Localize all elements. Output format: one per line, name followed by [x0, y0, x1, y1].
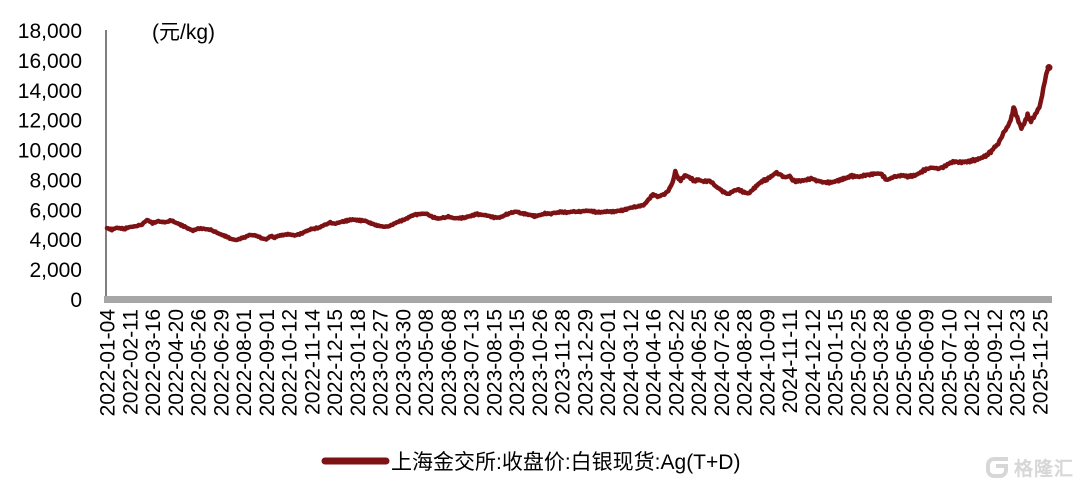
- x-tick-label: 2023-10-26: [529, 309, 552, 416]
- price-line-series: [104, 64, 1053, 243]
- y-tick-label: 18,000: [18, 20, 82, 43]
- x-tick-label: 2025-03-28: [870, 309, 893, 416]
- y-tick-label: 14,000: [18, 80, 82, 103]
- y-tick-label: 6,000: [29, 199, 82, 222]
- x-tick-label: 2022-09-01: [256, 309, 279, 416]
- x-tick-label: 2025-02-25: [847, 309, 870, 416]
- x-tick-label: 2022-11-14: [301, 309, 324, 415]
- x-tick-label: 2023-01-18: [347, 309, 370, 416]
- y-axis-labels: 0 2,000 4,000 6,000 8,000 10,000 12,000 14,000 1…: [18, 20, 82, 312]
- x-tick-label: 2022-06-29: [210, 309, 233, 416]
- x-tick-label: 2023-05-08: [415, 309, 438, 416]
- x-tick-label: 2022-10-12: [279, 309, 302, 416]
- x-tick-label: 2023-09-15: [506, 309, 529, 416]
- y-tick-label: 4,000: [29, 229, 82, 252]
- y-tick-label: 12,000: [18, 110, 82, 133]
- x-tick-label: 2022-02-11: [119, 309, 142, 415]
- x-tick-label: 2023-07-13: [461, 309, 484, 416]
- x-tick-label: 2025-06-09: [916, 309, 939, 416]
- x-tick-label: 2024-08-28: [734, 309, 757, 416]
- x-tick-label: 2024-07-26: [711, 309, 734, 416]
- x-tick-label: 2023-06-08: [438, 309, 461, 416]
- legend-label: 上海金交所:收盘价:白银现货:Ag(T+D): [391, 451, 740, 474]
- x-tick-label: 2022-05-26: [188, 309, 211, 416]
- x-tick-label: 2022-01-04: [97, 309, 120, 417]
- y-tick-label: 0: [70, 289, 82, 312]
- x-tick-label: 2024-03-12: [620, 309, 643, 416]
- series-end-dot: [1045, 64, 1053, 72]
- y-tick-label: 8,000: [29, 169, 82, 192]
- x-tick-label: 2024-02-01: [597, 309, 620, 416]
- x-tick-label: 2025-09-12: [984, 309, 1007, 416]
- x-tick-label: 2024-12-12: [802, 309, 825, 416]
- x-tick-label: 2024-05-22: [665, 309, 688, 416]
- x-tick-label: 2022-12-15: [324, 309, 347, 416]
- y-tick-label: 2,000: [29, 259, 82, 282]
- x-tick-label: 2025-07-10: [938, 309, 961, 416]
- x-tick-label: 2022-03-16: [142, 309, 165, 416]
- x-tick-label: 2023-03-30: [392, 309, 415, 416]
- x-tick-label: 2024-06-25: [688, 309, 711, 416]
- x-tick-label: 2025-08-12: [961, 309, 984, 416]
- x-tick-label: 2024-11-11: [779, 309, 802, 413]
- x-tick-label: 2023-11-28: [552, 309, 575, 415]
- x-tick-label: 2024-10-09: [756, 309, 779, 416]
- watermark-text: 格隆汇: [1013, 459, 1074, 480]
- series-line: [104, 65, 1052, 243]
- unit-label: (元/kg): [152, 21, 215, 44]
- x-tick-label: 2022-08-01: [233, 309, 256, 416]
- x-tick-label: 2022-04-20: [165, 309, 188, 416]
- watermark: 格隆汇: [985, 454, 1074, 481]
- x-axis-bar: [104, 296, 1052, 303]
- x-tick-label: 2023-12-29: [574, 309, 597, 416]
- x-tick-label: 2025-10-23: [1007, 309, 1030, 416]
- y-tick-label: 10,000: [18, 140, 82, 163]
- x-tick-label: 2025-05-06: [893, 309, 916, 416]
- x-axis-labels: 2022-01-04 2022-02-11 2022-03-16 2022-04-20…: [97, 309, 1053, 417]
- x-tick-label: 2023-02-27: [370, 309, 393, 416]
- legend: 上海金交所:收盘价:白银现货:Ag(T+D): [321, 451, 740, 474]
- gelonghui-logo-icon: [985, 457, 1008, 478]
- y-tick-label: 16,000: [18, 50, 82, 73]
- x-tick-label: 2025-11-25: [1030, 309, 1053, 415]
- x-tick-label: 2024-04-16: [643, 309, 666, 416]
- x-tick-label: 2025-01-15: [825, 309, 848, 416]
- x-tick-label: 2023-08-15: [483, 309, 506, 416]
